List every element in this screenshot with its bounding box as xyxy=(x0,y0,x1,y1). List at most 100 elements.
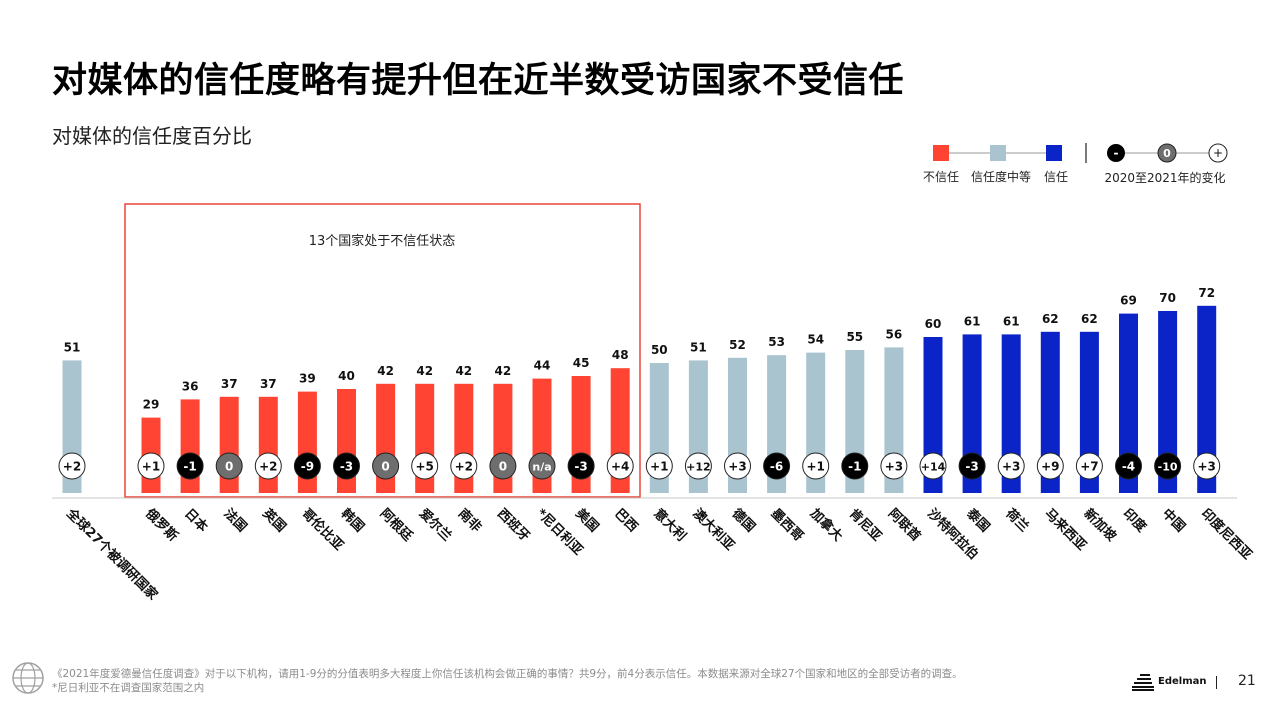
change-marker-9 xyxy=(450,452,478,480)
category-label-8: 爱尔兰 xyxy=(416,506,455,545)
category-label-15: 澳大利亚 xyxy=(690,506,738,554)
legend-change-negative-symbol: - xyxy=(1114,146,1119,160)
category-label-22: 泰国 xyxy=(963,505,993,535)
value-label-10: 42 xyxy=(495,364,512,378)
change-marker-20 xyxy=(880,452,908,480)
value-label-12: 45 xyxy=(573,356,590,370)
bar-25 xyxy=(1079,331,1099,493)
category-label-23: 荷兰 xyxy=(1002,505,1032,535)
change-marker-27 xyxy=(1154,452,1182,480)
value-label-11: 44 xyxy=(534,359,551,373)
value-labels: 51 29 36 37 37 39 40 42 42 42 42 44 45 48 50 51 52 53 54 55… xyxy=(64,286,1215,412)
change-marker-11 xyxy=(528,452,556,480)
change-label-25: +7 xyxy=(1080,460,1098,474)
value-label-13: 48 xyxy=(612,348,629,362)
change-label-26: -4 xyxy=(1122,460,1135,474)
change-marker-25 xyxy=(1075,452,1103,480)
change-markers: +2 +1 -1 0 +2 -9 -3 0 +5 +2 0 n/a -3 +4 +1 +12 +3 -6 +1 -1 +… xyxy=(58,452,1221,480)
change-label-14: +1 xyxy=(650,460,668,474)
change-marker-14 xyxy=(645,452,673,480)
change-label-12: -3 xyxy=(574,460,587,474)
value-label-25: 62 xyxy=(1081,312,1098,326)
value-label-28: 72 xyxy=(1198,286,1215,300)
change-marker-23 xyxy=(997,452,1025,480)
change-label-22: -3 xyxy=(965,460,978,474)
category-label-2: 日本 xyxy=(181,506,211,536)
category-label-7: 阿根廷 xyxy=(377,506,417,546)
footer-divider xyxy=(1216,676,1217,689)
value-label-24: 62 xyxy=(1042,312,1059,326)
value-label-9: 42 xyxy=(455,364,472,378)
change-label-7: 0 xyxy=(381,460,389,474)
category-label-6: 韩国 xyxy=(338,506,368,536)
footnote-nigeria: *尼日利亚不在调查国家范围之内 xyxy=(52,682,205,694)
footnote: 《2021年度爱德曼信任度调查》对于以下机构，请用1-9分的分值表明多大程度上你… xyxy=(52,667,963,695)
change-marker-13 xyxy=(606,452,634,480)
legend-distrust-swatch xyxy=(933,145,949,161)
legend-change-negative-circle xyxy=(1107,144,1125,162)
legend-change-zero-symbol: 0 xyxy=(1163,147,1171,160)
change-marker-22 xyxy=(958,452,986,480)
chart-subtitle: 对媒体的信任度百分比 xyxy=(52,124,252,148)
category-label-24: 马来西亚 xyxy=(1041,506,1089,554)
brand-logo: Edelman xyxy=(1130,670,1207,692)
bar-27 xyxy=(1158,311,1178,493)
category-label-27: 中国 xyxy=(1159,506,1189,536)
change-label-15: +12 xyxy=(686,461,711,474)
change-label-10: 0 xyxy=(499,460,507,474)
change-marker-10 xyxy=(489,452,517,480)
change-label-9: +2 xyxy=(455,460,473,474)
bar-28 xyxy=(1197,305,1217,493)
change-label-4: +2 xyxy=(259,460,277,474)
change-label-21: +14 xyxy=(921,461,946,474)
category-label-20: 阿联酋 xyxy=(885,506,924,545)
change-label-8: +5 xyxy=(415,460,433,474)
change-label-23: +3 xyxy=(1002,460,1020,474)
edelman-logo-icon xyxy=(1132,674,1154,691)
change-label-16: +3 xyxy=(728,460,746,474)
page-number: 21 xyxy=(1238,673,1256,689)
value-label-3: 37 xyxy=(221,377,238,391)
change-label-2: -1 xyxy=(183,460,196,474)
change-marker-4 xyxy=(254,452,282,480)
legend-neutral-swatch xyxy=(990,145,1006,161)
legend-trust-swatch xyxy=(1046,145,1062,161)
change-marker-16 xyxy=(724,452,751,480)
change-marker-2 xyxy=(176,452,204,480)
change-label-5: -9 xyxy=(301,460,314,474)
change-label-20: +3 xyxy=(885,460,903,474)
legend-change-label: 2020至2021年的变化 xyxy=(1104,170,1225,185)
globe-icon xyxy=(12,662,44,694)
value-label-27: 70 xyxy=(1159,291,1176,305)
legend-trust-label: 信任 xyxy=(1044,170,1068,184)
change-label-18: +1 xyxy=(806,460,824,474)
category-label-9: 南非 xyxy=(455,506,485,536)
change-marker-18 xyxy=(802,452,830,480)
legend-change-positive-symbol: + xyxy=(1213,146,1223,160)
category-label-17: 墨西哥 xyxy=(768,506,807,545)
bar-22 xyxy=(962,334,982,493)
value-label-23: 61 xyxy=(1003,314,1020,328)
change-label-17: -6 xyxy=(770,460,783,474)
category-label-26: 印度 xyxy=(1120,506,1150,536)
legend: 不信任 信任度中等 信任 - 0 + 2020至2021年的变化 xyxy=(923,143,1228,185)
bar-26 xyxy=(1119,313,1138,493)
value-label-8: 42 xyxy=(416,364,433,378)
category-label-10: 西班牙 xyxy=(494,506,533,545)
category-label-25: 新加坡 xyxy=(1081,506,1121,546)
category-label-1: 俄罗斯 xyxy=(141,505,181,545)
category-label-5: 哥伦比亚 xyxy=(299,506,347,554)
change-label-27: -10 xyxy=(1158,461,1178,474)
change-label-19: -1 xyxy=(848,460,861,474)
change-marker-26 xyxy=(1115,452,1142,480)
value-label-22: 61 xyxy=(964,314,981,328)
category-label-13: 巴西 xyxy=(611,506,640,535)
category-label-19: 肯尼亚 xyxy=(846,506,885,545)
change-label-6: -3 xyxy=(340,460,353,474)
change-label-3: 0 xyxy=(225,460,233,474)
change-label-0: +2 xyxy=(63,460,81,474)
legend-change-zero-circle xyxy=(1157,143,1177,163)
bar-23 xyxy=(1001,334,1021,493)
